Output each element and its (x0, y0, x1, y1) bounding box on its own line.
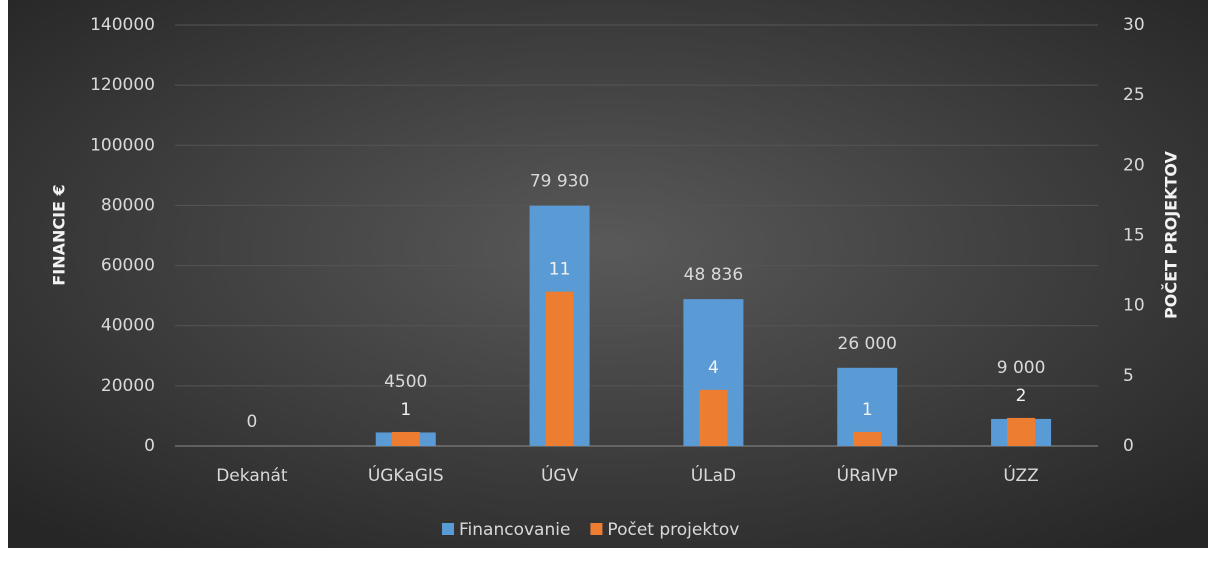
y2-axis-title: POČET PROJEKTOV (1162, 150, 1181, 319)
legend-label: Počet projektov (607, 520, 739, 540)
chart-background (8, 0, 1208, 548)
y2-tick-label: 25 (1123, 85, 1145, 105)
x-tick-label: ÚLaD (691, 464, 736, 486)
legend-label: Financovanie (459, 520, 570, 540)
bar (545, 291, 574, 446)
bar (1007, 417, 1036, 446)
y2-tick-label: 0 (1123, 436, 1134, 456)
y2-tick-label: 20 (1123, 155, 1145, 175)
y-tick-label: 120000 (90, 75, 155, 95)
legend-swatch (442, 523, 454, 535)
x-tick-label: ÚGKaGIS (368, 464, 444, 486)
y-tick-label: 100000 (90, 135, 155, 155)
y-tick-label: 20000 (101, 376, 155, 396)
y-tick-label: 140000 (90, 15, 155, 35)
x-tick-label: ÚGV (541, 464, 579, 486)
data-label: 26 000 (838, 334, 897, 354)
y-tick-label: 40000 (101, 316, 155, 336)
data-label: 2 (1016, 386, 1027, 406)
bar (391, 431, 420, 446)
data-label: 0 (247, 412, 258, 432)
data-label: 9 000 (997, 358, 1046, 378)
y2-tick-label: 30 (1123, 15, 1145, 35)
y-axis-title: FINANCIE € (50, 184, 69, 285)
y-tick-label: 0 (144, 436, 155, 456)
y2-tick-label: 5 (1123, 366, 1134, 386)
data-label: 4500 (384, 372, 427, 392)
x-tick-label: ÚZZ (1003, 464, 1038, 486)
data-label: 4 (708, 358, 719, 378)
x-tick-label: Dekanát (216, 466, 288, 486)
data-label: 79 930 (530, 172, 589, 192)
x-tick-label: ÚRaIVP (837, 464, 898, 486)
y-tick-label: 60000 (101, 256, 155, 276)
data-label: 48 836 (684, 265, 743, 285)
bar (699, 389, 728, 446)
y-tick-label: 80000 (101, 195, 155, 215)
y2-tick-label: 10 (1123, 296, 1145, 316)
y2-tick-label: 15 (1123, 226, 1145, 246)
bar (853, 431, 882, 446)
data-label: 1 (862, 400, 873, 420)
data-label: 1 (400, 400, 411, 420)
legend-swatch (590, 523, 603, 535)
data-label: 11 (549, 260, 571, 280)
